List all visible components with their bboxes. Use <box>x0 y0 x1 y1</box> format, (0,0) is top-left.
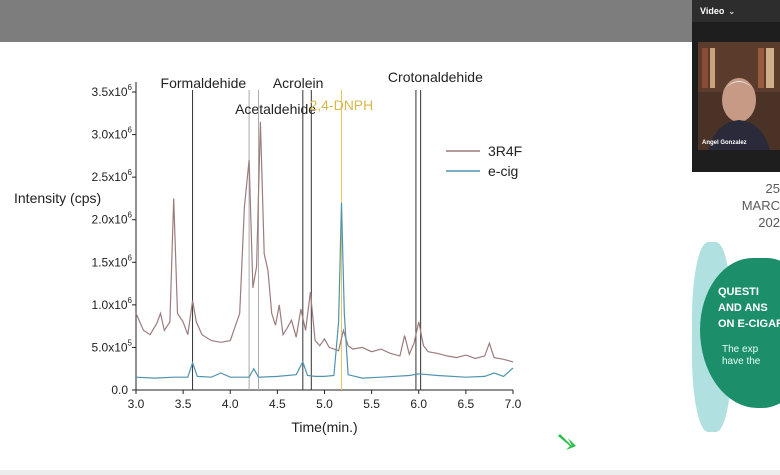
poster-heading: QUESTI AND ANS ON E-CIGAR <box>718 284 780 332</box>
y-tick-label: 3.5x106 <box>92 83 133 99</box>
video-panel-title: Video <box>700 6 725 16</box>
video-panel-header[interactable]: Video ⌄ <box>692 0 780 22</box>
marker-label: Formaldehide <box>161 75 247 91</box>
x-tick-label: 3.0 <box>128 397 145 411</box>
marker-label: Acrolein <box>273 75 324 91</box>
x-tick-label: 5.0 <box>316 397 333 411</box>
poster-date: 25 MARC 202 <box>740 180 780 231</box>
marker-label: Crotonaldehide <box>388 69 483 85</box>
poster-subtext: The exp have the <box>722 344 780 368</box>
poster-heading-line: AND ANS <box>718 302 768 314</box>
y-tick-label: 5.0x105 <box>92 338 133 354</box>
poster-date-line: MARC <box>741 198 780 213</box>
y-tick-label: 1.5x106 <box>92 253 133 269</box>
x-tick-label: 4.5 <box>269 397 286 411</box>
event-poster: 25 MARC 202 QUESTI AND ANS ON E-CIGAR Th… <box>692 172 780 470</box>
presentation-slide: 0.0 5.0x105 1.0x106 1.5x106 2.0x106 2.5x106 3.… <box>0 42 692 470</box>
poster-date-line: 202 <box>758 215 780 230</box>
marker-label: Acetaldehide <box>235 101 316 117</box>
speaker-video-tile[interactable]: Angel Gonzalez <box>698 42 780 150</box>
presentation-toolbar <box>0 0 692 43</box>
series-line-e-cig <box>135 202 514 379</box>
series-line-3r4f <box>135 121 514 363</box>
y-tick-label: 3.0x106 <box>92 126 133 142</box>
x-tick-label: 5.5 <box>363 397 380 411</box>
poster-date-line: 25 <box>765 181 780 196</box>
x-axis-title: Time(min.) <box>291 419 357 435</box>
x-tick-label: 4.0 <box>222 397 239 411</box>
legend-label: e-cig <box>488 163 518 179</box>
y-tick-label: 1.0x106 <box>92 296 133 312</box>
y-tick-label: 2.5x106 <box>92 168 133 184</box>
y-axis-title: Intensity (cps) <box>14 190 101 206</box>
marker-label: 2,4-DNPH <box>309 97 373 113</box>
legend-label: 3R4F <box>488 143 522 159</box>
chromatogram-chart: 0.0 5.0x105 1.0x106 1.5x106 2.0x106 2.5x106 3.… <box>14 69 576 450</box>
green-arrow-icon <box>558 434 576 450</box>
speaker-name-label: Angel Gonzalez <box>702 140 747 146</box>
chevron-down-icon[interactable]: ⌄ <box>728 6 736 16</box>
poster-heading-line: ON E-CIGAR <box>718 318 780 330</box>
x-tick-label: 6.5 <box>458 397 475 411</box>
y-tick-label: 0.0 <box>111 383 128 397</box>
x-tick-label: 3.5 <box>175 397 192 411</box>
x-tick-label: 6.0 <box>410 397 427 411</box>
x-tick-label: 7.0 <box>505 397 522 411</box>
poster-sub-line: The exp <box>722 344 759 355</box>
speaker-figure <box>698 42 780 150</box>
meeting-side-panel: Video ⌄ Angel Gonzalez 25 MARC 202 QUEST… <box>692 0 780 470</box>
y-tick-label: 2.0x106 <box>92 211 133 227</box>
poster-heading-line: QUESTI <box>718 286 759 298</box>
poster-sub-line: have the <box>722 356 761 367</box>
